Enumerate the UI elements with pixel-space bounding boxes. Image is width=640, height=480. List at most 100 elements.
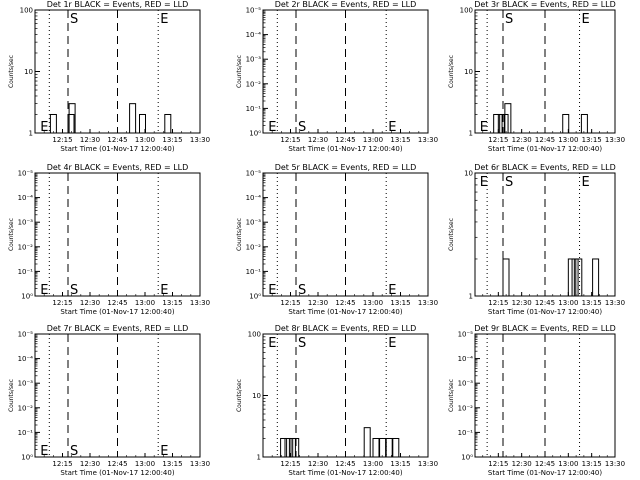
x-tick-label: 13:15 <box>390 136 410 144</box>
y-tick-label: 10 <box>464 170 473 178</box>
panel-title: Det 5r BLACK = Events, RED = LLD <box>275 163 417 172</box>
y-tick-label: 10⁻³ <box>246 56 262 64</box>
x-tick-label: 13:00 <box>135 136 155 144</box>
x-tick-label: 13:15 <box>162 299 182 307</box>
x-tick-label: 13:30 <box>190 299 210 307</box>
x-tick-label: 13:00 <box>363 299 383 307</box>
y-tick-label: 10 <box>252 392 261 400</box>
panel-det-7: Det 7r BLACK = Events, RED = LLD 10⁰ 10⁻¹ 1… <box>8 324 210 477</box>
y-axis-label: Counts/sec <box>8 218 15 251</box>
panel-det-4: Det 4r BLACK = Events, RED = LLD 10⁰ 10⁻¹ 1… <box>8 163 210 316</box>
y-tick-label: 10⁻³ <box>458 380 474 388</box>
x-axis-label: Start Time (01-Nov-17 12:00:40) <box>288 308 402 316</box>
x-tick-label: 12:30 <box>512 136 532 144</box>
y-axis-label: Counts/sec <box>236 55 243 88</box>
event-marker-e: E <box>160 444 168 459</box>
event-marker-s: S <box>505 175 513 190</box>
x-axis-label: Start Time (01-Nov-17 12:00:40) <box>488 145 602 153</box>
event-bar <box>139 113 146 134</box>
event-marker-s: S <box>505 12 513 27</box>
panel-det-6: Det 6r BLACK = Events, RED = LLD 1 10 Count… <box>448 163 625 316</box>
x-tick-label: 12:30 <box>80 460 100 468</box>
event-bar <box>592 258 600 297</box>
panel-det-9: Det 9r BLACK = Events, RED = LLD 10⁰ 10⁻¹ 1… <box>448 324 625 477</box>
event-marker-e: E <box>40 444 48 459</box>
event-bar <box>567 258 575 297</box>
y-axis-label: Counts/sec <box>236 379 243 412</box>
x-tick-label: 13:15 <box>162 460 182 468</box>
x-tick-label: 12:45 <box>535 136 555 144</box>
x-tick-label: 13:00 <box>558 136 578 144</box>
x-tick-label: 12:30 <box>308 136 328 144</box>
y-axis-label: Counts/sec <box>448 218 455 251</box>
event-marker-e: E <box>480 120 488 135</box>
event-marker-e: E <box>268 336 276 351</box>
y-tick-label: 10⁻⁴ <box>246 31 262 39</box>
event-bar <box>493 113 501 134</box>
x-tick-label: 13:30 <box>605 460 625 468</box>
event-bar <box>379 437 387 458</box>
event-marker-e: E <box>160 12 168 27</box>
y-tick-label: 10⁻² <box>18 243 34 251</box>
event-bar <box>502 258 510 297</box>
y-tick-label: 10⁻⁵ <box>246 7 262 15</box>
y-tick-label: 10⁻¹ <box>458 429 474 437</box>
panel-title: Det 8r BLACK = Events, RED = LLD <box>275 324 417 333</box>
panel-title: Det 6r BLACK = Events, RED = LLD <box>474 163 616 172</box>
x-tick-label: 13:00 <box>135 299 155 307</box>
x-tick-label: 13:15 <box>582 299 602 307</box>
panel-title: Det 3r BLACK = Events, RED = LLD <box>474 0 616 9</box>
y-tick-label: 10⁻⁴ <box>18 194 34 202</box>
y-tick-label: 10⁻⁵ <box>458 331 474 339</box>
event-bar <box>280 437 288 458</box>
event-bar <box>580 113 588 134</box>
event-marker-s: S <box>298 283 306 298</box>
panel-title: Det 2r BLACK = Events, RED = LLD <box>275 0 417 9</box>
y-tick-label: 10⁻³ <box>246 219 262 227</box>
panel-det-1: Det 1r BLACK = Events, RED = LLD 1 10 100 Co… <box>8 0 210 153</box>
y-tick-label: 10⁻² <box>458 404 474 412</box>
x-tick-label: 12:15 <box>488 299 508 307</box>
y-tick-label: 1 <box>469 293 473 301</box>
event-bar <box>571 258 579 297</box>
x-tick-label: 12:15 <box>488 460 508 468</box>
x-tick-label: 12:30 <box>308 299 328 307</box>
x-tick-label: 12:45 <box>535 460 555 468</box>
x-tick-label: 12:30 <box>80 299 100 307</box>
x-tick-label: 13:15 <box>390 460 410 468</box>
event-marker-e: E <box>582 175 590 190</box>
x-tick-label: 13:15 <box>162 136 182 144</box>
x-axis-label: Start Time (01-Nov-17 12:00:40) <box>60 469 174 477</box>
y-tick-label: 10⁰ <box>249 293 261 301</box>
x-tick-label: 12:45 <box>335 460 355 468</box>
event-bar <box>562 113 570 134</box>
x-tick-label: 13:30 <box>418 299 438 307</box>
x-tick-label: 13:00 <box>558 460 578 468</box>
y-tick-label: 100 <box>460 7 473 15</box>
event-marker-e: E <box>40 283 48 298</box>
y-tick-label: 10⁻¹ <box>18 268 34 276</box>
x-tick-label: 12:15 <box>488 136 508 144</box>
event-marker-s: S <box>70 283 78 298</box>
y-tick-label: 10⁻³ <box>18 380 34 388</box>
x-tick-label: 12:15 <box>52 136 72 144</box>
y-axis-label: Counts/sec <box>448 379 455 412</box>
y-tick-label: 10⁻⁴ <box>18 355 34 363</box>
event-bar <box>129 103 137 134</box>
y-tick-label: 10⁻⁴ <box>246 194 262 202</box>
event-marker-e: E <box>480 175 488 190</box>
event-marker-e: E <box>268 120 276 135</box>
panel-title: Det 4r BLACK = Events, RED = LLD <box>47 163 189 172</box>
x-tick-label: 12:15 <box>52 299 72 307</box>
event-marker-s: S <box>298 336 306 351</box>
y-tick-label: 10⁻¹ <box>246 268 262 276</box>
x-tick-label: 12:45 <box>335 299 355 307</box>
y-axis-label: Counts/sec <box>8 55 15 88</box>
x-tick-label: 12:30 <box>308 460 328 468</box>
y-tick-label: 10⁰ <box>21 454 33 462</box>
x-tick-label: 13:30 <box>190 460 210 468</box>
y-tick-label: 10⁰ <box>249 130 261 138</box>
event-marker-e: E <box>582 12 590 27</box>
event-bar <box>575 258 583 297</box>
